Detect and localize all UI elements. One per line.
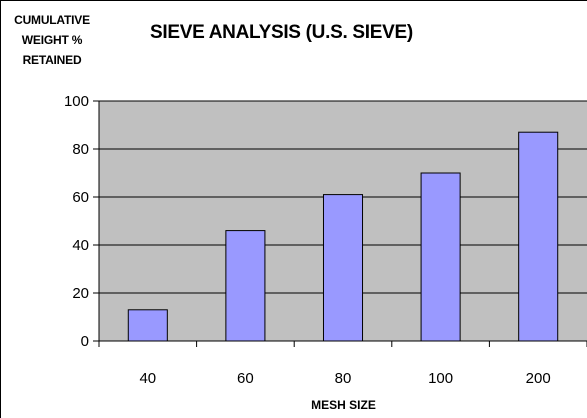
bar [420,172,461,342]
y-tick-label: 100 [64,93,89,110]
y-axis-title-line: WEIGHT % [21,33,83,47]
x-tick-label: 200 [526,370,551,387]
bar [127,309,168,342]
x-tick-label: 60 [237,370,254,387]
x-tick-label: 100 [428,370,453,387]
x-tick-label: 80 [335,370,352,387]
y-axis-title-line: RETAINED [22,53,82,67]
y-tick-label: 20 [72,285,89,302]
y-tick-label: 80 [72,141,89,158]
y-tick-label: 60 [72,189,89,206]
y-tick-label: 40 [72,237,89,254]
x-tick-label: 40 [139,370,156,387]
bar [322,194,364,342]
bar [225,230,266,342]
y-axis-title: CUMULATIVE WEIGHT % RETAINED [6,10,98,70]
x-axis-title: MESH SIZE [311,398,376,412]
bar [518,131,559,342]
y-tick-label: 0 [81,333,89,350]
y-axis-title-line: CUMULATIVE [14,13,90,27]
chart-title: SIEVE ANALYSIS (U.S. SIEVE) [150,22,413,43]
